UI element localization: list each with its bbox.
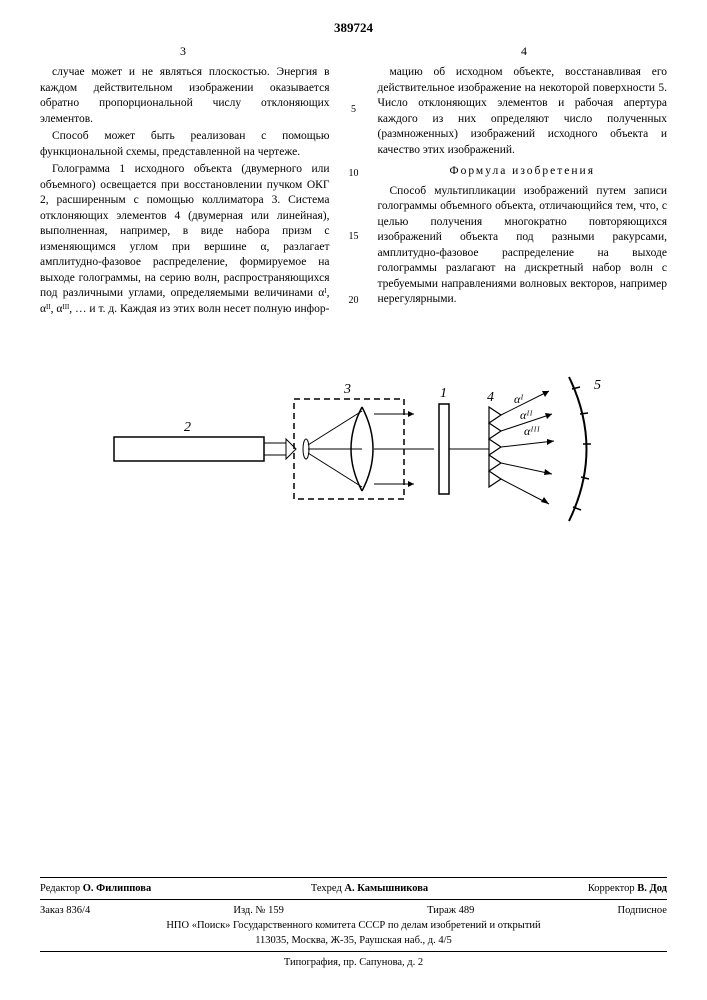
label-2: 2 [184,420,191,435]
label-5: 5 [594,378,601,393]
izd-num: Изд. № 159 [233,905,284,916]
alpha-2: αᴵᴵ [520,408,533,422]
right-column: мацию об исходном объекте, восстанавлива… [378,65,668,319]
corrector: Корректор В. Дод [588,883,667,894]
label-1: 1 [440,386,447,401]
addr-line: 113035, Москва, Ж-35, Раушская наб., д. … [40,933,667,948]
doc-number: 389724 [40,20,667,36]
hologram-plate [439,404,449,494]
para: случае может и не являться плоскостью. Э… [40,65,330,127]
para: Голограмма 1 исходного объекта (двумерно… [40,162,330,317]
line-num: 15 [348,230,360,244]
image-surface [569,377,587,521]
alpha-3: αᴵᴵᴵ [524,424,541,438]
line-number-gutter: 5 10 15 20 [348,65,360,319]
prism-array [489,407,501,487]
org-line: НПО «Поиск» Государственного комитета СС… [40,918,667,933]
typography-line: Типография, пр. Сапунова, д. 2 [40,955,667,970]
text-columns: случае может и не являться плоскостью. Э… [40,65,667,319]
para: Способ мультипликации изображений путем … [378,184,668,308]
alpha-1: αᴵ [514,392,524,406]
optical-diagram: 2 3 1 [40,359,667,539]
page-num-right: 4 [521,44,527,59]
tirazh: Тираж 489 [427,905,474,916]
label-3: 3 [343,382,351,397]
line-num: 5 [348,103,360,117]
line-num: 20 [348,294,360,308]
line-num: 10 [348,167,360,181]
techred: Техред А. Камышникова [311,883,428,894]
para: Способ может быть реализован с помощью ф… [40,129,330,160]
podpisnoe: Подписное [618,905,667,916]
label-4: 4 [487,390,494,405]
imprint-footer: Редактор О. Филиппова Техред А. Камышник… [40,874,667,970]
order-num: Заказ 836/4 [40,905,90,916]
page-num-left: 3 [180,44,186,59]
editor: Редактор О. Филиппова [40,883,151,894]
left-column: случае может и не являться плоскостью. Э… [40,65,330,319]
laser-body [114,437,264,461]
formula-title: Формула изобретения [378,164,668,180]
para: мацию об исходном объекте, восстанавлива… [378,65,668,158]
